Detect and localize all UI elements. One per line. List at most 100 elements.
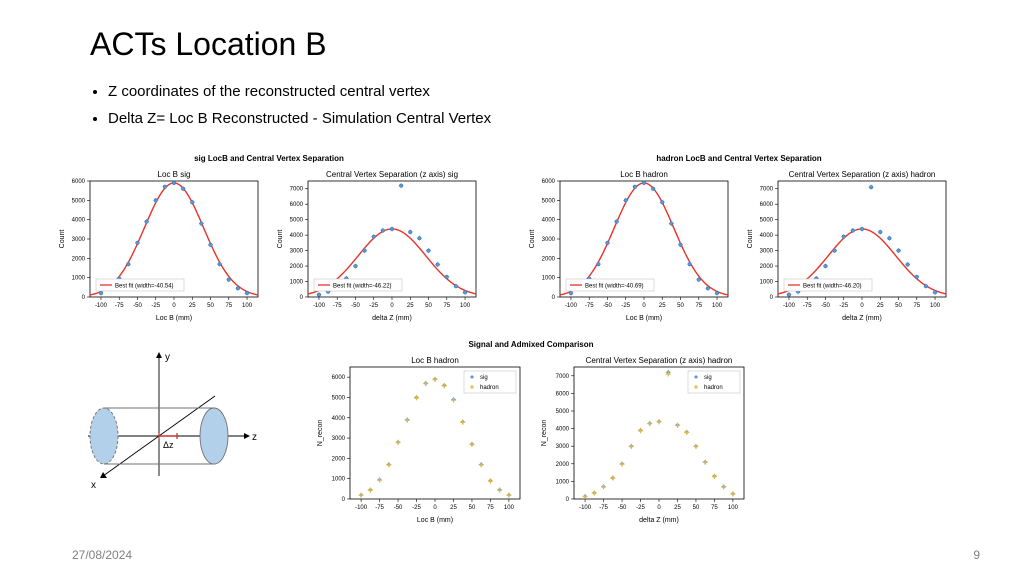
svg-text:4000: 4000 [72, 218, 86, 224]
svg-text:6000: 6000 [760, 202, 774, 208]
svg-text:x: x [91, 480, 96, 491]
svg-text:-50: -50 [133, 303, 142, 309]
svg-text:-75: -75 [803, 303, 812, 309]
svg-text:3000: 3000 [542, 237, 556, 243]
svg-text:0: 0 [642, 303, 646, 309]
svg-text:-50: -50 [821, 303, 830, 309]
svg-text:-25: -25 [151, 303, 160, 309]
svg-text:100: 100 [460, 303, 471, 309]
chart-group: hadron LocB and Central Vertex Separatio… [524, 154, 954, 323]
svg-text:4000: 4000 [542, 218, 556, 224]
svg-text:25: 25 [407, 303, 414, 309]
svg-text:-100: -100 [783, 303, 796, 309]
svg-text:50: 50 [207, 303, 214, 309]
svg-text:4000: 4000 [332, 416, 346, 422]
svg-text:50: 50 [693, 505, 700, 511]
svg-text:-25: -25 [839, 303, 848, 309]
svg-text:hadron: hadron [480, 385, 499, 391]
svg-text:Central Vertex Separation (z a: Central Vertex Separation (z axis) sig [326, 170, 458, 179]
svg-text:25: 25 [659, 303, 666, 309]
svg-text:-25: -25 [412, 505, 421, 511]
footer-page: 9 [973, 548, 980, 562]
svg-text:Count: Count [277, 230, 284, 249]
svg-text:-100: -100 [355, 505, 368, 511]
svg-text:-100: -100 [579, 505, 592, 511]
svg-text:sig: sig [704, 375, 712, 381]
svg-text:0: 0 [657, 505, 661, 511]
svg-text:2000: 2000 [760, 264, 774, 270]
svg-text:Δz: Δz [163, 440, 174, 450]
svg-text:5000: 5000 [760, 218, 774, 224]
svg-text:1000: 1000 [72, 276, 86, 282]
svg-text:Central Vertex Separation (z a: Central Vertex Separation (z axis) hadro… [586, 356, 733, 365]
fit-chart: 0100020003000400050006000-100-75-50-2502… [524, 165, 736, 323]
svg-text:3000: 3000 [290, 249, 304, 255]
svg-text:Loc B (mm): Loc B (mm) [417, 517, 453, 524]
svg-text:100: 100 [242, 303, 253, 309]
svg-text:-100: -100 [313, 303, 326, 309]
svg-text:25: 25 [189, 303, 196, 309]
svg-text:50: 50 [469, 505, 476, 511]
svg-text:4000: 4000 [290, 233, 304, 239]
compare-chart: 01000200030004000500060007000-100-75-50-… [534, 351, 752, 525]
bullet-item: Delta Z= Loc B Reconstructed - Simulatio… [108, 105, 491, 132]
svg-text:-50: -50 [603, 303, 612, 309]
svg-text:100: 100 [712, 303, 723, 309]
group-title: Signal and Admixed Comparison [468, 340, 593, 349]
svg-text:0: 0 [770, 295, 774, 301]
svg-text:-25: -25 [636, 505, 645, 511]
svg-text:75: 75 [443, 303, 450, 309]
svg-text:0: 0 [566, 497, 570, 503]
svg-text:1000: 1000 [542, 276, 556, 282]
fit-chart: 01000200030004000500060007000-100-75-50-… [272, 165, 484, 323]
svg-text:hadron: hadron [704, 385, 723, 391]
svg-text:5000: 5000 [72, 198, 86, 204]
svg-text:-75: -75 [585, 303, 594, 309]
svg-text:7000: 7000 [556, 374, 570, 380]
svg-text:6000: 6000 [556, 391, 570, 397]
svg-text:5000: 5000 [332, 395, 346, 401]
group-title: sig LocB and Central Vertex Separation [194, 154, 344, 163]
svg-text:100: 100 [930, 303, 941, 309]
svg-text:-50: -50 [351, 303, 360, 309]
svg-text:y: y [165, 352, 170, 363]
chart-group-comparison: Signal and Admixed Comparison01000200030… [310, 340, 752, 525]
svg-text:25: 25 [674, 505, 681, 511]
svg-text:-75: -75 [599, 505, 608, 511]
svg-text:Loc B (mm): Loc B (mm) [626, 315, 662, 322]
svg-text:Count: Count [747, 230, 754, 249]
svg-text:3000: 3000 [332, 436, 346, 442]
svg-text:75: 75 [695, 303, 702, 309]
svg-text:1000: 1000 [332, 477, 346, 483]
svg-text:delta Z (mm): delta Z (mm) [639, 517, 679, 524]
group-title: hadron LocB and Central Vertex Separatio… [656, 154, 821, 163]
svg-text:0: 0 [552, 295, 556, 301]
svg-text:Best fit (width=-46.20): Best fit (width=-46.20) [803, 284, 862, 290]
svg-text:2000: 2000 [290, 264, 304, 270]
svg-text:50: 50 [895, 303, 902, 309]
svg-text:Central Vertex Separation (z a: Central Vertex Separation (z axis) hadro… [789, 170, 936, 179]
svg-text:100: 100 [728, 505, 739, 511]
svg-text:3000: 3000 [556, 444, 570, 450]
svg-text:25: 25 [877, 303, 884, 309]
svg-text:6000: 6000 [332, 375, 346, 381]
svg-text:sig: sig [480, 375, 488, 381]
svg-text:-75: -75 [333, 303, 342, 309]
chart-group: sig LocB and Central Vertex Separation 0 1… [54, 154, 484, 323]
svg-text:-25: -25 [369, 303, 378, 309]
svg-text:5000: 5000 [556, 409, 570, 415]
svg-text:z: z [252, 432, 257, 443]
svg-text:1000: 1000 [760, 280, 774, 286]
svg-text:0: 0 [342, 497, 346, 503]
svg-text:2000: 2000 [542, 256, 556, 262]
svg-text:0: 0 [860, 303, 864, 309]
svg-text:1000: 1000 [290, 280, 304, 286]
cylinder-diagram: y z x Δz [54, 340, 264, 510]
svg-text:50: 50 [677, 303, 684, 309]
svg-text:-75: -75 [115, 303, 124, 309]
svg-text:Best fit (width=-40.54): Best fit (width=-40.54) [115, 284, 174, 290]
svg-text:3000: 3000 [72, 237, 86, 243]
svg-text:100: 100 [504, 505, 515, 511]
svg-text:0: 0 [172, 303, 176, 309]
svg-text:-50: -50 [394, 505, 403, 511]
